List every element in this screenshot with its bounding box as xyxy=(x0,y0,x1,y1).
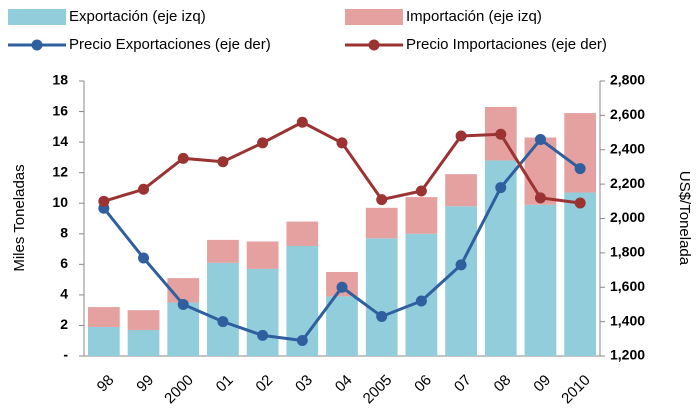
bar xyxy=(87,307,120,327)
y2-tick-label: 1,400 xyxy=(610,312,645,328)
line-point xyxy=(138,183,150,195)
x-tick-label: 98 xyxy=(94,372,118,396)
line-point xyxy=(257,329,269,341)
bar xyxy=(286,221,319,246)
line-point xyxy=(415,295,427,307)
y-tick-label: 10 xyxy=(52,194,68,210)
legend-swatch xyxy=(345,9,403,25)
y-tick-label: 12 xyxy=(52,163,68,179)
y2-tick-label: 2,200 xyxy=(610,175,645,191)
bar xyxy=(167,302,200,356)
x-tick-label: 02 xyxy=(252,372,276,396)
bar xyxy=(405,233,438,356)
y2-axis-label: US$/Tonelada xyxy=(676,171,693,266)
line-point xyxy=(455,130,467,142)
bar xyxy=(365,207,398,239)
x-tick-label: 07 xyxy=(451,372,475,396)
y2-tick-label: 1,600 xyxy=(610,278,645,294)
line-point xyxy=(177,152,189,164)
line-point xyxy=(574,197,586,209)
line-point xyxy=(296,335,308,347)
line-point xyxy=(336,137,348,149)
x-tick-label: 2005 xyxy=(360,372,396,408)
y2-tick-label: 2,000 xyxy=(610,209,645,225)
y2-tick-label: 2,600 xyxy=(610,106,645,122)
line-point xyxy=(376,310,388,322)
y-tick-label: 14 xyxy=(52,133,68,149)
legend-swatch xyxy=(31,39,43,51)
line-point xyxy=(534,133,546,145)
bar xyxy=(87,326,120,356)
bar xyxy=(445,174,477,207)
legend-label: Precio Importaciones (eje der) xyxy=(406,36,607,53)
legend-label: Exportación (eje izq) xyxy=(69,8,206,25)
x-tick-label: 2000 xyxy=(161,372,197,408)
y2-tick-label: 1,800 xyxy=(610,244,645,260)
bar xyxy=(365,238,398,356)
line-point xyxy=(138,252,150,264)
line-point xyxy=(296,116,308,128)
line-point xyxy=(495,182,507,194)
x-tick-label: 99 xyxy=(133,372,157,396)
legend-label: Importación (eje izq) xyxy=(406,8,542,25)
y-tick-label: 6 xyxy=(60,255,68,271)
x-tick-label: 06 xyxy=(411,372,435,396)
line-point xyxy=(217,156,229,168)
line-point xyxy=(217,316,229,328)
x-tick-label: 08 xyxy=(491,372,515,396)
y-tick-label: 16 xyxy=(52,102,68,118)
bar xyxy=(207,239,239,263)
y-tick-label: 8 xyxy=(60,224,68,240)
legend-label: Precio Exportaciones (eje der) xyxy=(69,36,271,53)
y-tick-label: 2 xyxy=(60,316,68,332)
line-point xyxy=(376,194,388,206)
x-tick-label: 09 xyxy=(530,372,554,396)
y2-tick-label: 2,400 xyxy=(610,140,645,156)
bar xyxy=(207,262,239,356)
bar xyxy=(564,192,597,356)
line-point xyxy=(336,281,348,293)
bar xyxy=(127,310,160,331)
y2-tick-label: 2,800 xyxy=(610,72,645,88)
bar xyxy=(524,204,557,356)
line-point xyxy=(415,185,427,197)
line-point xyxy=(495,128,507,140)
bar xyxy=(246,241,279,269)
line-point xyxy=(574,163,586,175)
line-point xyxy=(177,298,189,310)
legend-swatch xyxy=(368,39,380,51)
bar xyxy=(564,113,597,193)
bar xyxy=(405,197,438,234)
y-tick-label: - xyxy=(63,347,68,363)
legend-swatch xyxy=(8,9,66,25)
y-tick-label: 4 xyxy=(60,286,68,302)
bar xyxy=(326,296,358,356)
line-point xyxy=(257,137,269,149)
x-tick-label: 2010 xyxy=(558,372,594,408)
x-tick-label: 01 xyxy=(213,372,237,396)
bar xyxy=(246,268,279,356)
line-point xyxy=(98,195,110,207)
bar xyxy=(445,206,477,356)
line-point xyxy=(534,192,546,204)
line-point xyxy=(455,259,467,271)
y-axis-label: Miles Toneladas xyxy=(11,164,28,271)
bar xyxy=(127,330,160,356)
x-tick-label: 04 xyxy=(332,372,356,396)
y-tick-label: 18 xyxy=(52,72,68,88)
y2-tick-label: 1,200 xyxy=(610,347,645,363)
x-tick-label: 03 xyxy=(292,372,316,396)
